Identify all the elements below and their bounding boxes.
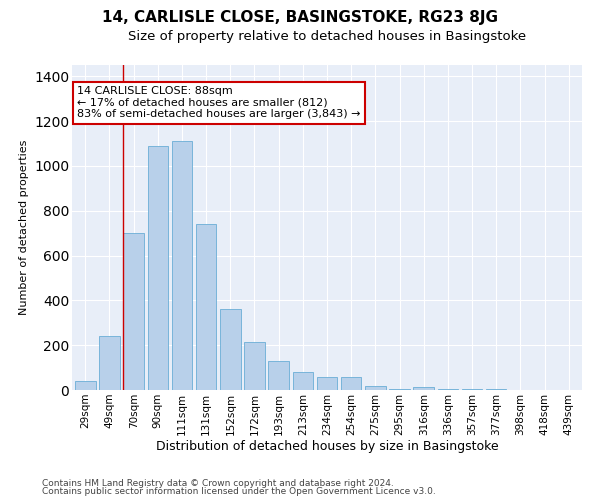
Bar xyxy=(124,233,144,390)
Bar xyxy=(486,389,506,390)
Bar xyxy=(365,386,386,390)
Text: Contains public sector information licensed under the Open Government Licence v3: Contains public sector information licen… xyxy=(42,487,436,496)
Bar xyxy=(148,146,168,390)
X-axis label: Distribution of detached houses by size in Basingstoke: Distribution of detached houses by size … xyxy=(155,440,499,454)
Bar xyxy=(268,361,289,390)
Bar xyxy=(244,342,265,390)
Text: 14, CARLISLE CLOSE, BASINGSTOKE, RG23 8JG: 14, CARLISLE CLOSE, BASINGSTOKE, RG23 8J… xyxy=(102,10,498,25)
Bar xyxy=(413,386,434,390)
Bar xyxy=(75,381,95,390)
Bar xyxy=(293,372,313,390)
Text: Contains HM Land Registry data © Crown copyright and database right 2024.: Contains HM Land Registry data © Crown c… xyxy=(42,478,394,488)
Bar xyxy=(317,376,337,390)
Y-axis label: Number of detached properties: Number of detached properties xyxy=(19,140,29,315)
Bar xyxy=(172,141,192,390)
Bar xyxy=(341,376,361,390)
Bar xyxy=(99,336,120,390)
Text: 14 CARLISLE CLOSE: 88sqm
← 17% of detached houses are smaller (812)
83% of semi-: 14 CARLISLE CLOSE: 88sqm ← 17% of detach… xyxy=(77,86,361,120)
Bar xyxy=(220,310,241,390)
Title: Size of property relative to detached houses in Basingstoke: Size of property relative to detached ho… xyxy=(128,30,526,43)
Bar xyxy=(389,389,410,390)
Bar xyxy=(462,389,482,390)
Bar xyxy=(196,224,217,390)
Bar xyxy=(437,389,458,390)
